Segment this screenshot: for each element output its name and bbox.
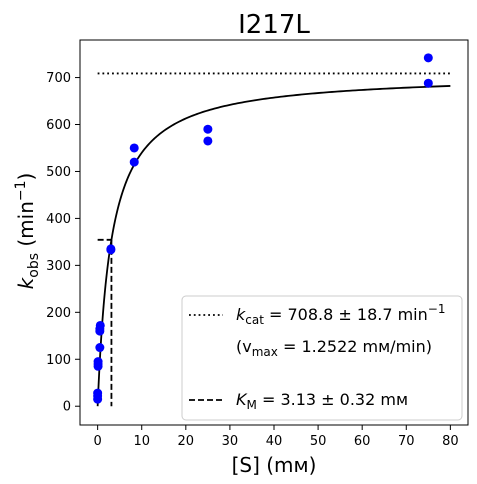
axis-ticks: 0 10 20 30 40 50 60 70 80 0 100 200 300 400 500 600 700 — [46, 39, 469, 449]
chart-title: I217L — [238, 10, 310, 40]
x-tick-label: 80 — [442, 434, 459, 449]
data-point — [203, 124, 213, 134]
legend-km-label: KM = 3.13 ± 0.32 mм — [236, 390, 408, 412]
y-tick-label: 400 — [46, 212, 71, 227]
data-point — [203, 136, 213, 146]
y-axis-title-sub: obs — [26, 253, 42, 278]
x-tick-label: 30 — [222, 434, 239, 449]
legend-kcat-main: k — [236, 305, 246, 324]
legend-kcat-value: = 708.8 ± 18.7 min — [264, 305, 428, 324]
data-point — [93, 357, 103, 367]
legend-kcat-sub: cat — [245, 313, 264, 327]
y-tick-label: 300 — [46, 259, 71, 274]
data-point — [129, 143, 139, 153]
legend: kcat = 708.8 ± 18.7 min−1 (vmax = 1.2522… — [181, 295, 463, 421]
legend-vmax-label: (vmax = 1.2522 mм/min) — [236, 337, 432, 359]
y-axis-title-unit-sup: −1 — [13, 180, 29, 201]
x-tick-label: 70 — [398, 434, 415, 449]
y-tick-label: 100 — [46, 353, 71, 368]
data-point — [129, 157, 139, 167]
legend-km-main: K — [236, 390, 248, 409]
fit-curve — [96, 85, 451, 407]
y-axis-title-main: k — [14, 276, 38, 289]
y-axis-title: kobs (min−1) — [13, 173, 42, 290]
y-tick-label: 700 — [46, 71, 71, 86]
y-tick-label: 600 — [46, 118, 71, 133]
y-axis-title-unit-prefix: (min — [14, 201, 38, 247]
legend-vmax-sub: max — [252, 345, 278, 359]
data-point — [93, 388, 103, 398]
legend-km-sub: M — [247, 398, 257, 412]
x-tick-label: 40 — [266, 434, 283, 449]
legend-kcat-sup: −1 — [428, 302, 446, 316]
y-tick-label: 500 — [46, 165, 71, 180]
x-axis-title: [S] (mм) — [232, 453, 317, 477]
data-point — [106, 244, 116, 254]
data-point — [423, 53, 433, 63]
x-tick-label: 10 — [133, 434, 150, 449]
data-point — [95, 320, 105, 330]
x-tick-label: 0 — [93, 434, 101, 449]
y-tick-label: 0 — [63, 400, 71, 415]
legend-vmax-value: = 1.2522 mм/min) — [278, 337, 432, 356]
legend-kcat-label: kcat = 708.8 ± 18.7 min−1 — [236, 302, 445, 327]
x-tick-label: 60 — [354, 434, 371, 449]
legend-km-value: = 3.13 ± 0.32 mм — [257, 390, 408, 409]
x-tick-label: 20 — [178, 434, 195, 449]
y-axis-title-unit-suffix: ) — [14, 173, 38, 181]
x-tick-label: 50 — [310, 434, 327, 449]
data-point — [423, 78, 433, 88]
legend-vmax-open: (v — [236, 337, 252, 356]
legend-box — [181, 295, 463, 421]
plot-area — [93, 53, 451, 407]
data-point — [95, 343, 105, 353]
y-tick-label: 200 — [46, 306, 71, 321]
